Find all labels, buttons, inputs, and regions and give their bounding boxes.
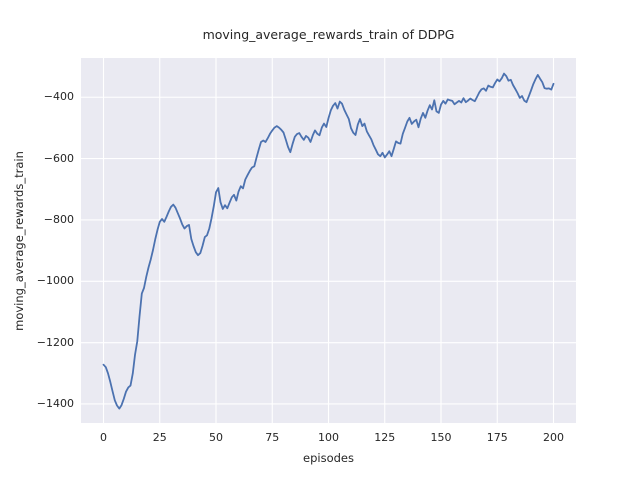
x-tick-label: 100 [318,431,339,444]
chart-title: moving_average_rewards_train of DDPG [202,27,455,42]
line-chart-svg [81,58,576,423]
x-tick-label: 75 [265,431,280,444]
y-tick-label: −400 [43,90,74,104]
plot-area [81,58,576,423]
y-tick-label: −1200 [36,335,74,349]
y-tick-label: −600 [43,151,74,165]
x-tick-label: 175 [486,431,508,444]
data-line-moving_average_rewards_train [102,72,555,410]
x-tick-label: 25 [152,431,167,444]
y-axis-label: moving_average_rewards_train [12,150,26,331]
y-tick-label: −1000 [36,274,74,288]
x-tick-label: 125 [374,431,396,444]
x-tick-label: 200 [543,431,564,444]
x-tick-label: 0 [100,431,107,444]
y-tick-label: −800 [43,212,74,226]
x-axis-label: episodes [303,451,354,465]
y-tick-label: −1400 [36,396,74,410]
x-tick-label: 50 [209,431,223,444]
x-tick-label: 150 [430,431,452,444]
